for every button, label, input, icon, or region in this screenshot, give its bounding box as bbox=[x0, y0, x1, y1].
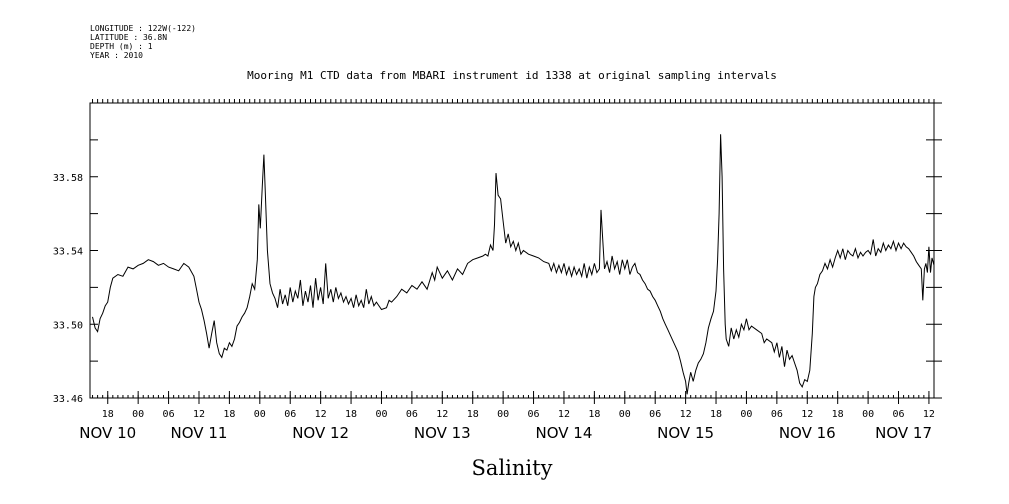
x-tick-label: 06 bbox=[649, 409, 661, 420]
x-tick-label: 06 bbox=[406, 409, 418, 420]
year-label: YEAR : 2010 bbox=[90, 51, 143, 60]
x-tick-label: 06 bbox=[528, 409, 540, 420]
x-tick-label: 18 bbox=[710, 409, 722, 420]
x-tick-label: 00 bbox=[862, 409, 874, 420]
chart-title: Mooring M1 CTD data from MBARI instrumen… bbox=[247, 69, 777, 82]
y-tick-label: 33.58 bbox=[53, 173, 83, 184]
x-tick-label: 12 bbox=[558, 409, 570, 420]
x-tick-label: 06 bbox=[892, 409, 904, 420]
x-tick-label: 12 bbox=[436, 409, 448, 420]
date-label: NOV 17 bbox=[875, 424, 932, 442]
x-tick-label: 00 bbox=[375, 409, 387, 420]
x-tick-label: 18 bbox=[467, 409, 479, 420]
x-tick-label: 12 bbox=[801, 409, 813, 420]
x-tick-label: 06 bbox=[163, 409, 175, 420]
x-tick-label: 18 bbox=[588, 409, 600, 420]
y-axis: 33.46 33.50 33.54 33.58 bbox=[53, 102, 942, 405]
latitude-label: LATITUDE : 36.8N bbox=[90, 33, 167, 42]
salinity-series-line bbox=[92, 134, 935, 395]
x-tick-label: 18 bbox=[832, 409, 844, 420]
depth-label: DEPTH (m) : 1 bbox=[90, 42, 153, 51]
date-label: NOV 13 bbox=[414, 424, 471, 442]
date-label: NOV 10 bbox=[79, 424, 136, 442]
y-tick-label: 33.46 bbox=[53, 394, 83, 405]
x-tick-label: 00 bbox=[132, 409, 144, 420]
x-tick-label: 12 bbox=[680, 409, 692, 420]
date-label: NOV 11 bbox=[171, 424, 228, 442]
x-tick-label: 18 bbox=[345, 409, 357, 420]
plot-frame bbox=[89, 102, 935, 399]
x-tick-label: 06 bbox=[771, 409, 783, 420]
date-label: NOV 15 bbox=[657, 424, 714, 442]
x-tick-label: 00 bbox=[740, 409, 752, 420]
date-label: NOV 14 bbox=[536, 424, 593, 442]
date-label: NOV 16 bbox=[779, 424, 836, 442]
x-tick-label: 00 bbox=[254, 409, 266, 420]
x-tick-label: 12 bbox=[923, 409, 935, 420]
top-minor-ticks bbox=[92, 99, 935, 103]
x-tick-label: 12 bbox=[315, 409, 327, 420]
x-tick-label: 18 bbox=[223, 409, 235, 420]
x-tick-label: 00 bbox=[497, 409, 509, 420]
x-tick-label: 06 bbox=[284, 409, 296, 420]
date-label: NOV 12 bbox=[292, 424, 349, 442]
y-tick-label: 33.54 bbox=[53, 247, 83, 258]
y-tick-label: 33.50 bbox=[53, 320, 83, 331]
x-axis-title: Salinity bbox=[472, 456, 553, 480]
x-tick-label: 12 bbox=[193, 409, 205, 420]
x-tick-label: 00 bbox=[619, 409, 631, 420]
x-axis: 18 00 06 12 18 00 06 12 18 00 06 12 18 00 06 12 18 00 06 12… bbox=[92, 391, 935, 420]
longitude-label: LONGITUDE : 122W(-122) bbox=[90, 24, 196, 33]
x-tick-label: 18 bbox=[102, 409, 114, 420]
date-labels: NOV 10 NOV 11 NOV 12 NOV 13 NOV 14 NOV 15 NOV … bbox=[79, 424, 932, 442]
